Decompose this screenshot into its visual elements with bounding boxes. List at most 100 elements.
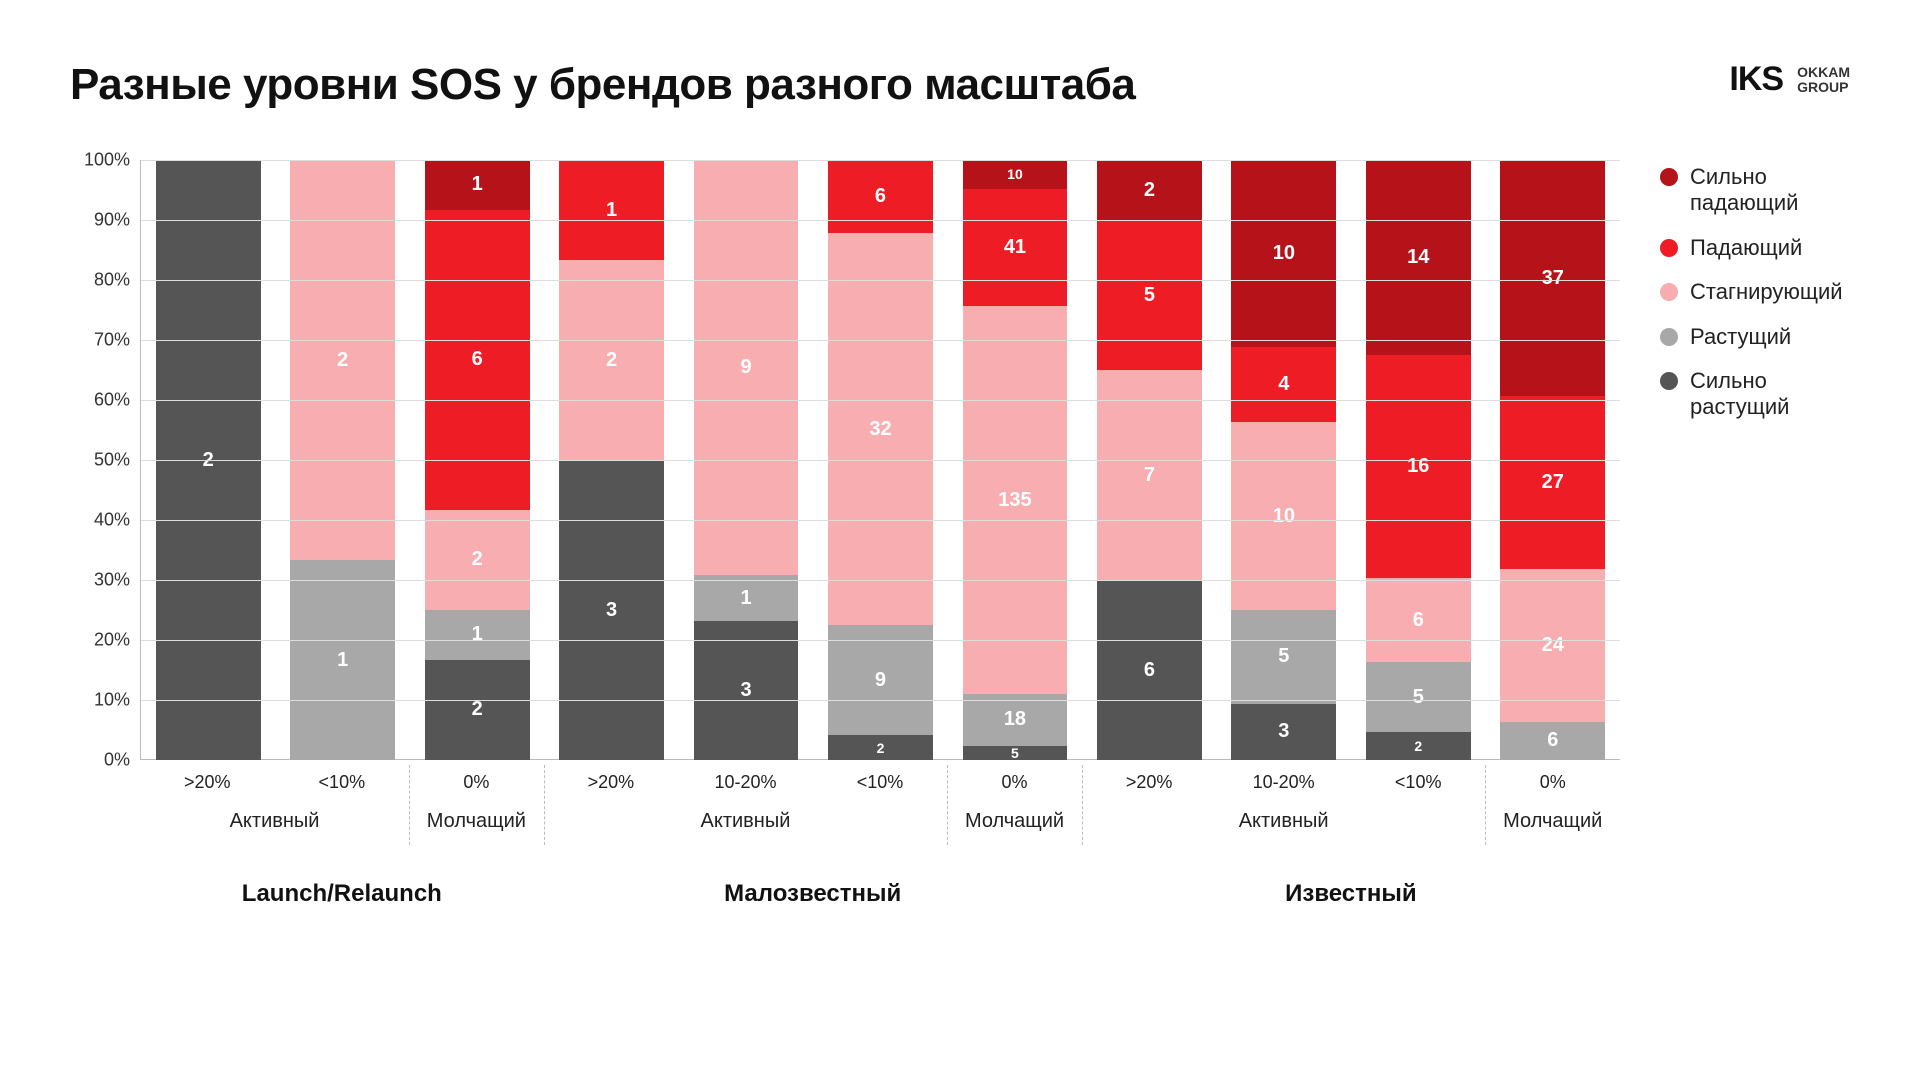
sub-group-label: Молчащий [409, 810, 544, 833]
sub-divider [1082, 765, 1083, 845]
x-axis-label: <10% [1351, 772, 1486, 793]
grid-line [141, 160, 1620, 161]
legend-label: Сильно растущий [1690, 368, 1850, 421]
logo: IKS OKKAM GROUP [1729, 60, 1850, 99]
seg-falling: 5 [1097, 220, 1202, 370]
top-group-label: Малозвестный [544, 880, 1082, 908]
header: Разные уровни SOS у брендов разного масш… [70, 60, 1850, 110]
x-axis-label: >20% [1082, 772, 1217, 793]
seg-falling: 6 [828, 160, 933, 233]
legend-label: Падающий [1690, 235, 1802, 261]
x-axis-label: <10% [813, 772, 948, 793]
x-axis-label: >20% [140, 772, 275, 793]
legend-swatch [1660, 168, 1678, 186]
sub-group-label: Активный [544, 810, 948, 833]
seg-stagnant: 10 [1231, 422, 1336, 610]
sub-group-label: Активный [1082, 810, 1486, 833]
x-axis-label: 10-20% [678, 772, 813, 793]
seg-stagnant: 32 [828, 233, 933, 625]
seg-falling: 41 [963, 189, 1068, 307]
grid-line [141, 280, 1620, 281]
legend-swatch [1660, 372, 1678, 390]
x-axis-label: 0% [409, 772, 544, 793]
seg-stagnant: 24 [1500, 569, 1605, 722]
seg-growing: 5 [1231, 610, 1336, 704]
seg-falling: 1 [559, 160, 664, 260]
seg-stagnant: 9 [694, 160, 799, 575]
grid-line [141, 700, 1620, 701]
sub-group-label: Активный [140, 810, 409, 833]
x-axis-label: 0% [947, 772, 1082, 793]
sub-divider [1485, 765, 1486, 845]
legend-item-stagnant: Стагнирующий [1660, 279, 1850, 305]
seg-strong_falling: 37 [1500, 160, 1605, 396]
sub-divider [947, 765, 948, 845]
x-axis-label: 0% [1485, 772, 1620, 793]
top-group-labels: Launch/RelaunchМалозвестныйИзвестный [140, 880, 1620, 920]
seg-stagnant: 7 [1097, 370, 1202, 580]
legend-swatch [1660, 239, 1678, 257]
seg-strong_growing: 5 [963, 746, 1068, 760]
grid-line [141, 340, 1620, 341]
seg-strong_falling: 2 [1097, 160, 1202, 220]
sub-group-labels: АктивныйМолчащийАктивныйМолчащийАктивный… [140, 810, 1620, 840]
seg-strong_growing: 2 [828, 735, 933, 760]
seg-strong_falling: 10 [963, 160, 1068, 189]
logo-okkam-line1: OKKAM [1797, 64, 1850, 80]
y-tick: 20% [94, 630, 130, 651]
plot: 2122126132131929326518135411067523510410… [140, 160, 1620, 760]
seg-growing: 9 [828, 625, 933, 735]
seg-strong_falling: 10 [1231, 160, 1336, 347]
y-tick: 10% [94, 690, 130, 711]
y-tick: 70% [94, 330, 130, 351]
x-axis-label: >20% [544, 772, 679, 793]
seg-strong_falling: 14 [1366, 160, 1471, 355]
seg-growing: 5 [1366, 662, 1471, 732]
seg-stagnant: 2 [425, 510, 530, 610]
y-tick: 90% [94, 210, 130, 231]
seg-growing: 18 [963, 694, 1068, 746]
y-tick: 100% [84, 150, 130, 171]
seg-growing: 1 [694, 575, 799, 621]
legend-swatch [1660, 328, 1678, 346]
content: 0%10%20%30%40%50%60%70%80%90%100% 212212… [70, 160, 1850, 960]
y-tick: 80% [94, 270, 130, 291]
sub-divider [544, 765, 545, 845]
sub-divider [409, 765, 410, 845]
grid-line [141, 640, 1620, 641]
chart-area: 0%10%20%30%40%50%60%70%80%90%100% 212212… [70, 160, 1620, 960]
seg-falling: 16 [1366, 355, 1471, 578]
grid-line [141, 580, 1620, 581]
x-axis-label: <10% [275, 772, 410, 793]
grid-line [141, 520, 1620, 521]
legend-item-strong_growing: Сильно растущий [1660, 368, 1850, 421]
legend-label: Сильно падающий [1690, 164, 1850, 217]
seg-strong_growing: 3 [559, 460, 664, 760]
seg-growing: 1 [425, 610, 530, 660]
y-tick: 40% [94, 510, 130, 531]
y-tick: 60% [94, 390, 130, 411]
legend-swatch [1660, 283, 1678, 301]
legend-item-strong_falling: Сильно падающий [1660, 164, 1850, 217]
y-tick: 30% [94, 570, 130, 591]
plot-wrap: 2122126132131929326518135411067523510410… [140, 160, 1620, 960]
seg-strong_growing: 3 [694, 621, 799, 760]
logo-okkam: OKKAM GROUP [1797, 65, 1850, 94]
sub-group-label: Молчащий [947, 810, 1082, 833]
seg-falling: 4 [1231, 347, 1336, 422]
legend-item-growing: Растущий [1660, 324, 1850, 350]
y-tick: 0% [104, 750, 130, 771]
y-axis: 0%10%20%30%40%50%60%70%80%90%100% [70, 160, 140, 960]
seg-growing: 1 [290, 560, 395, 760]
x-axis-labels: >20%<10%0%>20%10-20%<10%0%>20%10-20%<10%… [140, 772, 1620, 793]
logo-okkam-line2: GROUP [1797, 79, 1848, 95]
seg-strong_growing: 2 [425, 660, 530, 760]
seg-strong_growing: 2 [1366, 732, 1471, 760]
seg-stagnant: 6 [1366, 578, 1471, 662]
top-group-label: Launch/Relaunch [140, 880, 544, 908]
seg-strong_growing: 6 [1097, 580, 1202, 760]
logo-iks: IKS [1729, 60, 1783, 99]
seg-stagnant: 135 [963, 306, 1068, 694]
page-title: Разные уровни SOS у брендов разного масш… [70, 60, 1135, 110]
seg-strong_growing: 3 [1231, 704, 1336, 760]
